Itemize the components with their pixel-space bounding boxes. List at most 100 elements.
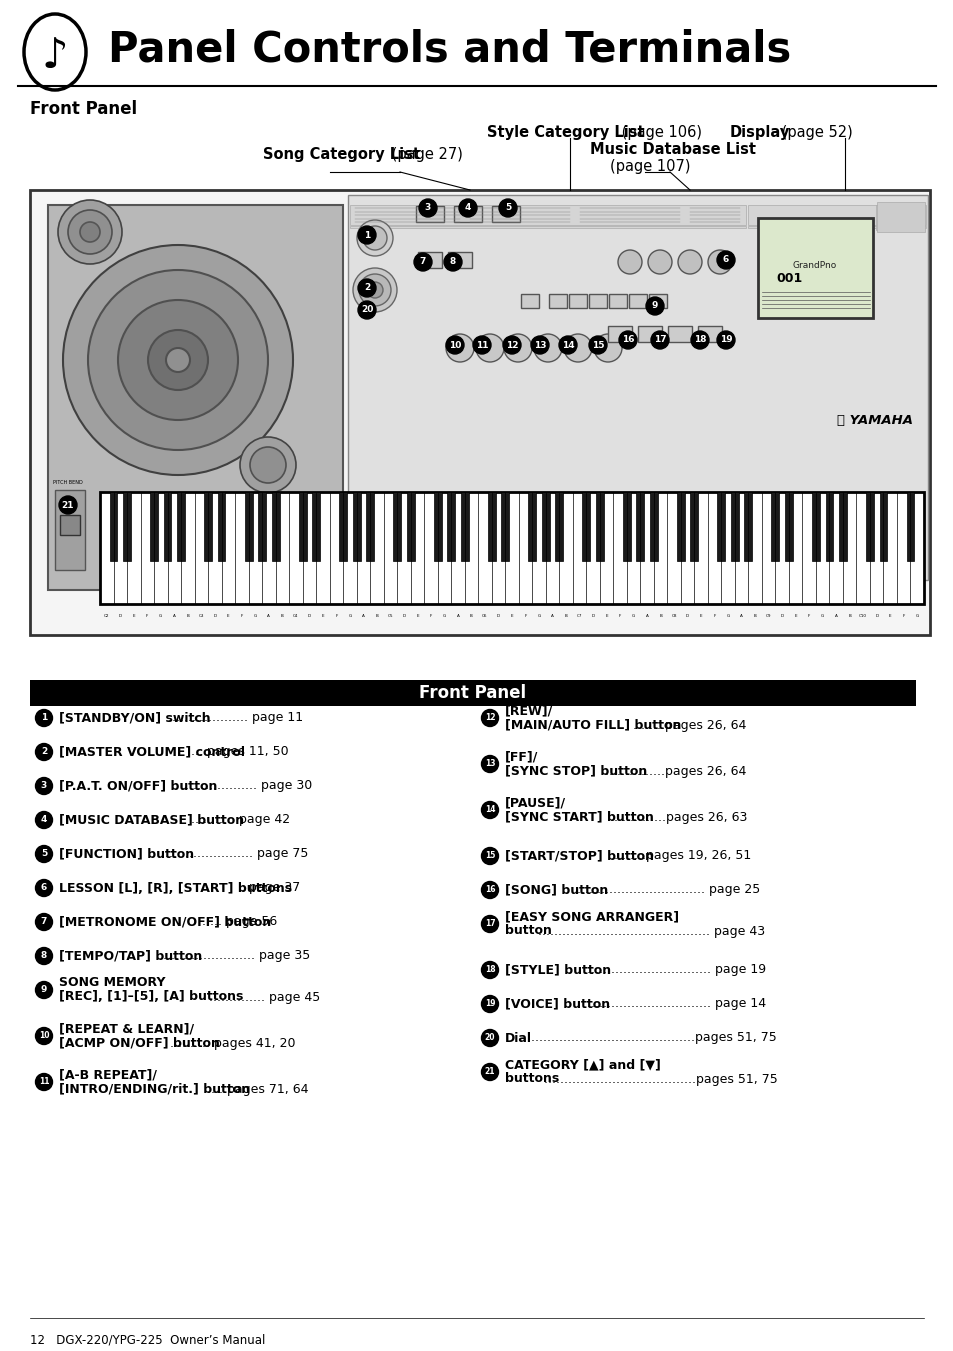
Text: D: D (118, 613, 122, 617)
Circle shape (481, 881, 498, 898)
Text: .................... page 11: .................... page 11 (164, 712, 303, 724)
Text: 2: 2 (41, 747, 47, 757)
Text: ........pages 19, 26, 51: ........pages 19, 26, 51 (610, 850, 751, 862)
Text: 14: 14 (561, 340, 574, 350)
Text: D: D (685, 613, 688, 617)
Text: 4: 4 (464, 204, 471, 212)
Bar (730, 492, 738, 562)
Text: B: B (375, 613, 378, 617)
Text: 17: 17 (484, 920, 495, 928)
Text: (page 106): (page 106) (617, 124, 701, 139)
Text: .... pages 71, 64: .... pages 71, 64 (203, 1082, 309, 1096)
Circle shape (476, 334, 503, 362)
Bar (743, 492, 752, 562)
Circle shape (481, 709, 498, 727)
Bar (353, 492, 360, 562)
Bar (417, 253, 441, 267)
Text: 1: 1 (41, 713, 47, 723)
Bar (487, 492, 496, 562)
Text: [MASTER VOLUME] control: [MASTER VOLUME] control (59, 746, 245, 758)
Text: E: E (888, 613, 891, 617)
Text: E: E (227, 613, 230, 617)
Circle shape (481, 916, 498, 932)
Bar (824, 492, 833, 562)
Text: (page 107): (page 107) (609, 158, 690, 173)
Text: F: F (335, 613, 337, 617)
Text: F: F (713, 613, 715, 617)
Text: ............................... page 14: ............................... page 14 (582, 997, 765, 1011)
Circle shape (481, 847, 498, 865)
Text: Front Panel: Front Panel (419, 684, 526, 703)
Bar (177, 492, 185, 562)
Circle shape (68, 209, 112, 254)
Circle shape (650, 331, 668, 349)
Text: C5: C5 (387, 613, 393, 617)
Text: C4: C4 (293, 613, 298, 617)
Circle shape (35, 1028, 52, 1044)
Circle shape (414, 253, 432, 272)
Text: Front Panel: Front Panel (30, 100, 137, 118)
Text: D: D (591, 613, 594, 617)
Text: [P.A.T. ON/OFF] button: [P.A.T. ON/OFF] button (59, 780, 217, 793)
Text: A: A (645, 613, 648, 617)
Bar (244, 492, 253, 562)
Circle shape (35, 880, 52, 897)
Text: G: G (348, 613, 351, 617)
Text: LESSON [L], [R], [START] buttons: LESSON [L], [R], [START] buttons (59, 881, 292, 894)
Text: ......................................pages 51, 75: ......................................pa… (543, 1073, 777, 1085)
Text: B: B (470, 613, 473, 617)
Text: 9: 9 (41, 985, 47, 994)
Text: 8: 8 (41, 951, 47, 961)
Text: [EASY SONG ARRANGER]: [EASY SONG ARRANGER] (504, 911, 679, 924)
Bar (555, 492, 562, 562)
Bar (30, 190, 929, 635)
Text: G: G (726, 613, 729, 617)
Bar (758, 218, 872, 317)
Text: .........................................pages 51, 75: ........................................… (527, 1032, 776, 1044)
Circle shape (443, 253, 461, 272)
Text: D: D (402, 613, 405, 617)
Text: 16: 16 (484, 885, 495, 894)
Bar (150, 492, 158, 562)
Circle shape (563, 334, 592, 362)
Bar (520, 295, 538, 308)
Bar (217, 492, 225, 562)
Text: Ⓞ YAMAHA: Ⓞ YAMAHA (836, 413, 912, 427)
Text: ♪: ♪ (42, 35, 69, 77)
Text: [FUNCTION] button: [FUNCTION] button (59, 847, 193, 861)
Text: 1: 1 (363, 231, 370, 239)
Bar (596, 492, 603, 562)
Bar (501, 492, 509, 562)
Bar (717, 492, 724, 562)
Circle shape (531, 336, 548, 354)
Circle shape (240, 436, 295, 493)
Text: ..............pages 26, 63: ..............pages 26, 63 (610, 811, 747, 824)
Text: 19: 19 (719, 335, 732, 345)
Text: ..... page 56: ..... page 56 (197, 916, 276, 928)
Text: GrandPno: GrandPno (792, 261, 836, 269)
Text: 6: 6 (722, 255, 728, 265)
Text: Style Category List: Style Category List (486, 124, 644, 139)
Bar (628, 295, 646, 308)
Text: 21: 21 (62, 500, 74, 509)
Bar (272, 492, 279, 562)
Bar (581, 492, 590, 562)
Text: 7: 7 (419, 258, 426, 266)
Text: B: B (753, 613, 756, 617)
Text: ...............pages 26, 64: ...............pages 26, 64 (604, 765, 745, 777)
Text: 8: 8 (450, 258, 456, 266)
Text: C7: C7 (577, 613, 581, 617)
Text: A: A (361, 613, 364, 617)
Text: 20: 20 (360, 305, 373, 315)
Text: [SONG] button: [SONG] button (504, 884, 608, 897)
Text: 9: 9 (651, 301, 658, 311)
Bar (393, 492, 400, 562)
Bar (648, 295, 666, 308)
Circle shape (59, 496, 77, 513)
Bar (784, 492, 792, 562)
Circle shape (35, 846, 52, 862)
Circle shape (481, 996, 498, 1012)
Circle shape (502, 336, 520, 354)
Circle shape (481, 1063, 498, 1081)
Text: PITCH BEND: PITCH BEND (53, 480, 83, 485)
